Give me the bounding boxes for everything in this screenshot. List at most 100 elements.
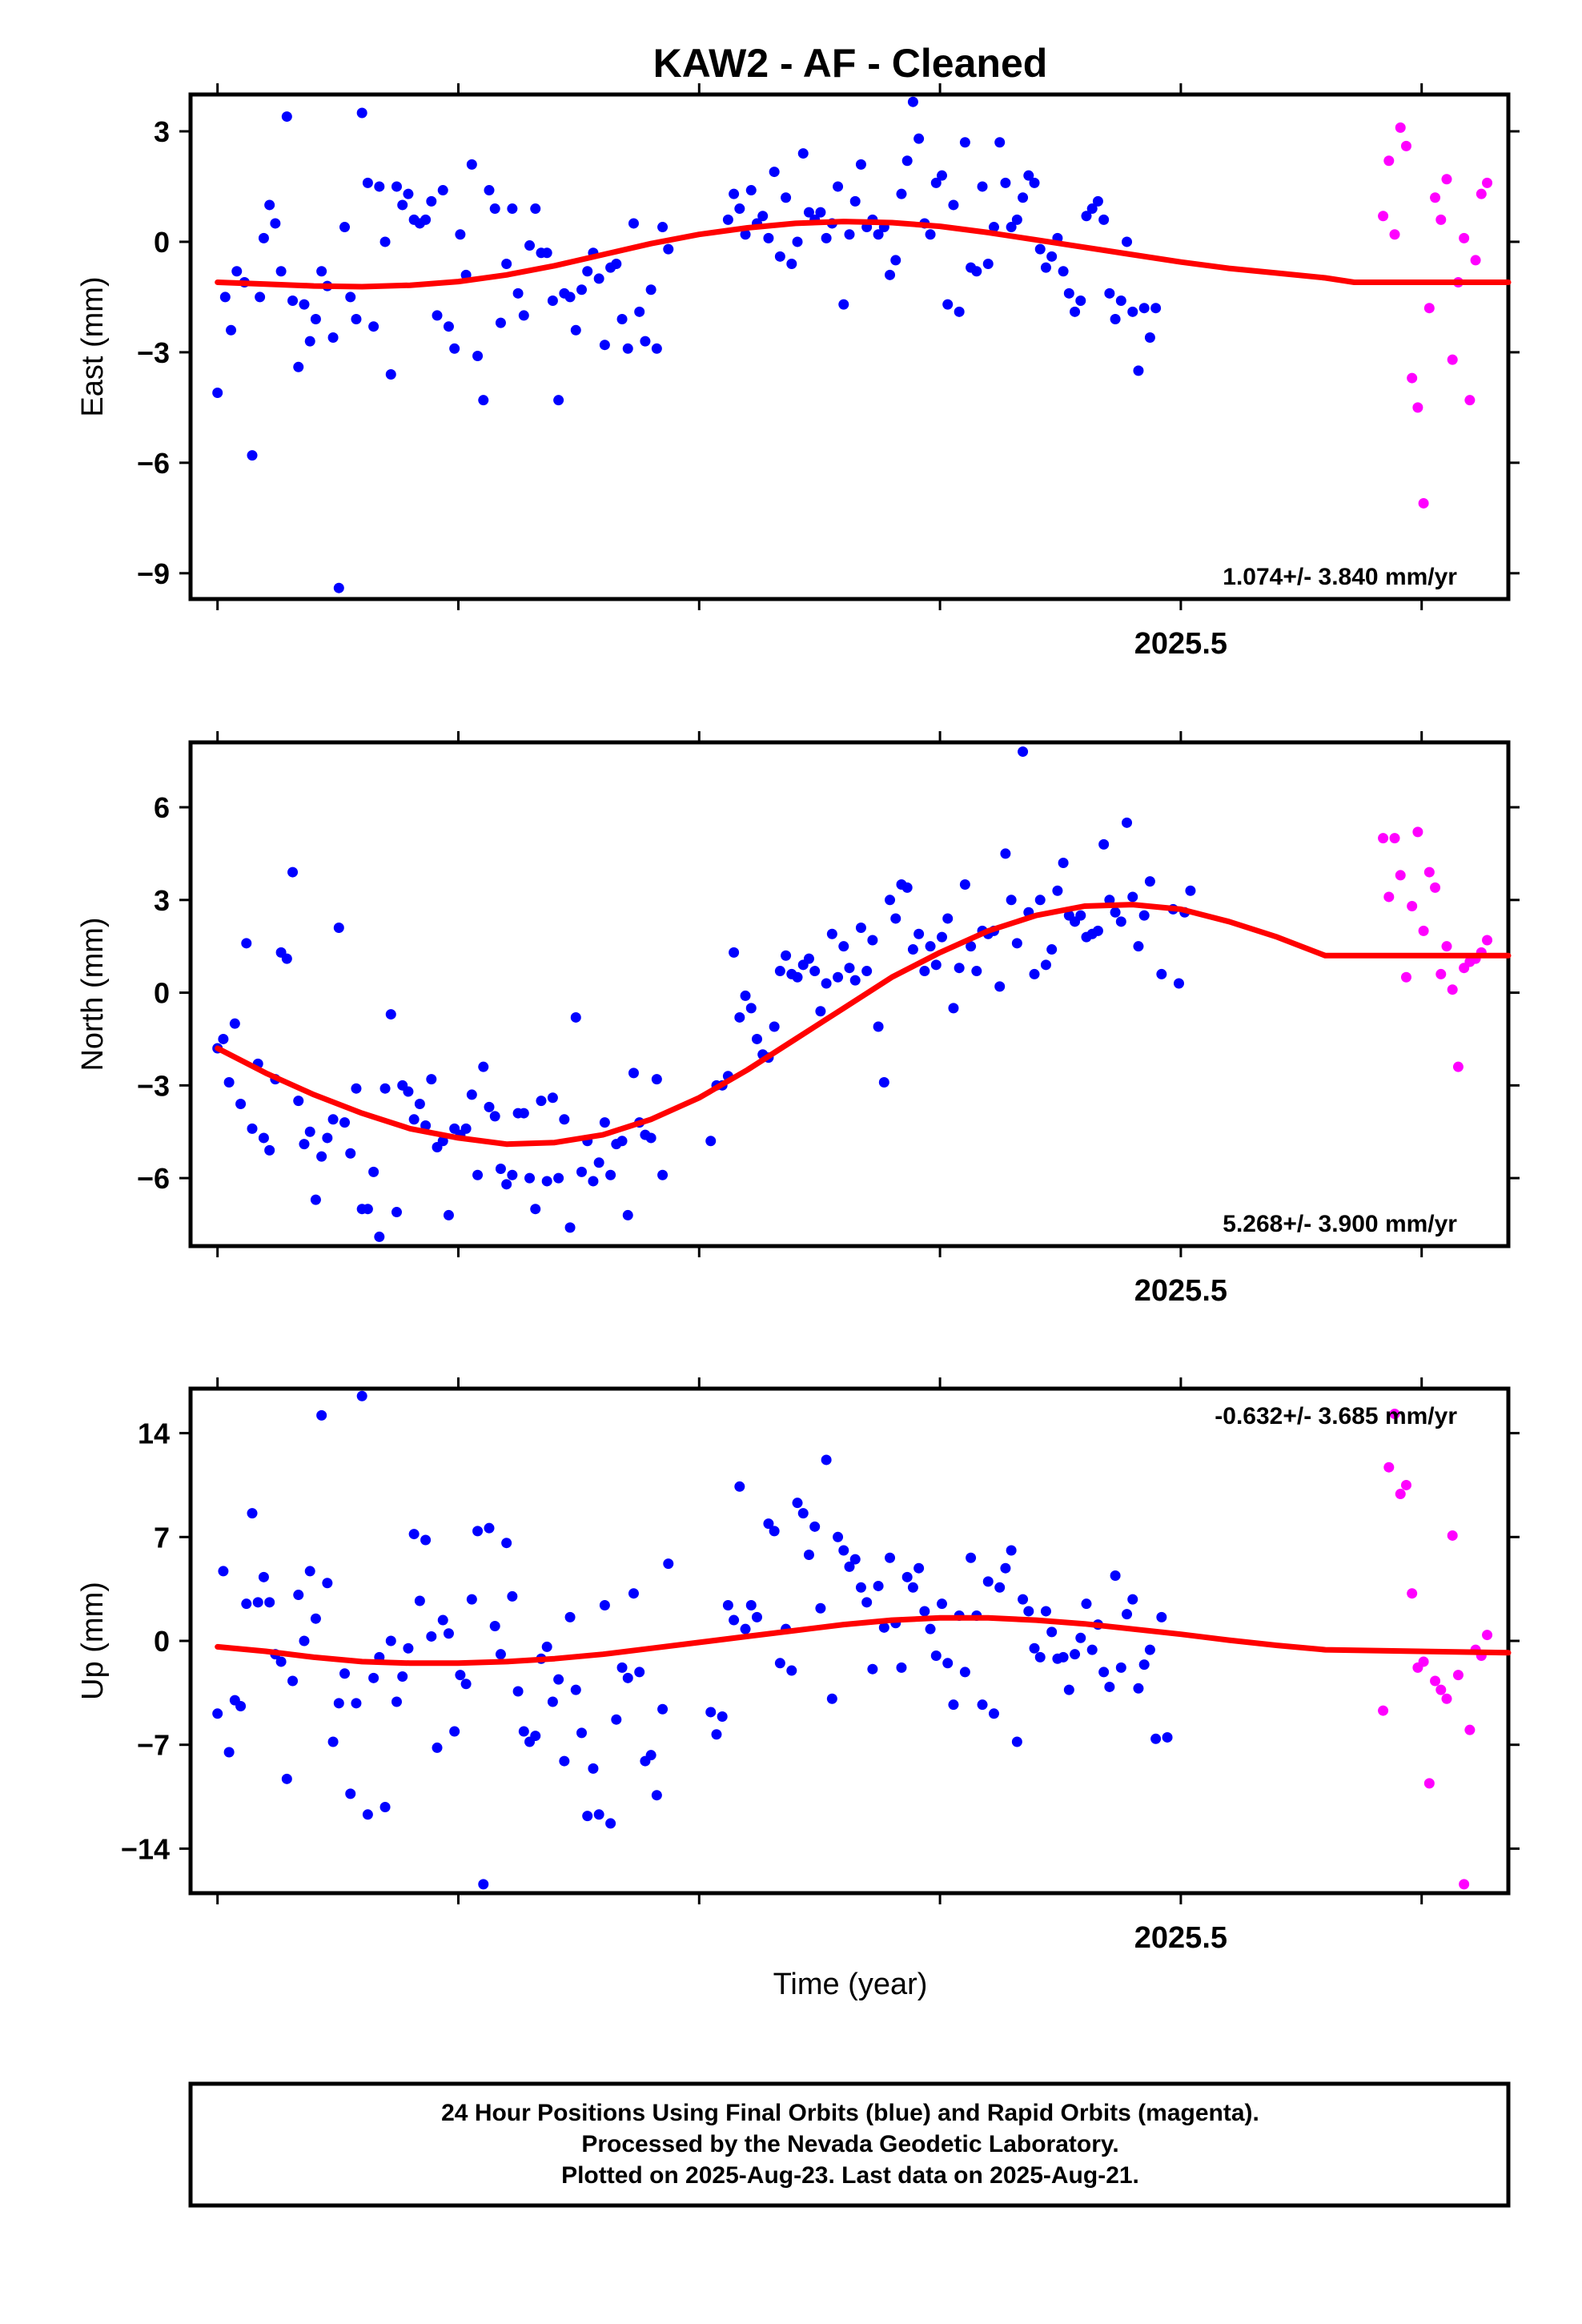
final-orbit-point xyxy=(270,218,281,229)
panel-north: 6 3 0 −3 −6 2025.5 North (mm) 5.268+/- 3.900 mm… xyxy=(76,731,1520,1308)
final-orbit-point xyxy=(896,188,907,199)
final-orbit-point xyxy=(275,266,287,277)
final-orbit-point xyxy=(657,222,669,233)
final-orbit-point xyxy=(223,1747,235,1758)
final-orbit-point xyxy=(403,1086,414,1097)
final-orbit-point xyxy=(826,928,837,939)
y-tick-label: 3 xyxy=(154,884,170,917)
final-orbit-point xyxy=(786,1665,797,1676)
final-orbit-point xyxy=(495,1164,506,1175)
final-orbit-point xyxy=(1138,1659,1150,1671)
rapid-orbit-point xyxy=(1378,211,1389,222)
final-orbit-point xyxy=(1046,1626,1058,1638)
final-orbit-point xyxy=(264,1597,275,1608)
final-orbit-point xyxy=(942,299,954,310)
final-orbit-point xyxy=(582,1811,593,1822)
final-orbit-point xyxy=(252,1597,263,1608)
final-orbit-point xyxy=(930,177,942,188)
final-orbit-point xyxy=(803,1550,814,1561)
rapid-orbit-point xyxy=(1412,402,1423,413)
final-orbit-point xyxy=(559,1755,570,1767)
y-tick-label: −3 xyxy=(137,336,170,369)
trend-fit-line xyxy=(215,219,1512,290)
rapid-orbit-point xyxy=(1441,941,1452,952)
notes-box-border xyxy=(188,2081,1511,2208)
rapid-orbit-point xyxy=(1447,354,1458,365)
final-orbit-point xyxy=(1058,266,1069,277)
final-orbit-point xyxy=(1075,1632,1086,1643)
final-orbit-point xyxy=(1000,177,1011,188)
final-orbit-point xyxy=(327,332,339,344)
final-orbit-point xyxy=(1029,968,1040,979)
final-orbit-point xyxy=(890,255,901,266)
final-orbit-point xyxy=(925,1623,936,1634)
rapid-orbit-point xyxy=(1441,174,1452,185)
final-orbit-point xyxy=(833,181,844,192)
final-orbit-point xyxy=(432,310,443,321)
final-orbit-point xyxy=(611,259,622,270)
y-tick-label: 0 xyxy=(154,977,170,1010)
final-orbit-point xyxy=(616,1136,628,1147)
final-orbit-point xyxy=(821,978,832,989)
final-orbit-point xyxy=(281,953,292,964)
rapid-orbit-point xyxy=(1400,1479,1411,1490)
final-orbit-point xyxy=(1046,251,1058,262)
rapid-orbit-point xyxy=(1378,1705,1389,1716)
final-orbit-point xyxy=(711,1729,722,1740)
y-tick-label: 7 xyxy=(154,1521,170,1554)
rapid-orbit-point xyxy=(1430,1675,1441,1687)
rapid-orbit-point xyxy=(1441,1693,1452,1704)
final-orbit-point xyxy=(1104,287,1115,299)
final-orbit-point xyxy=(293,1096,304,1107)
final-orbit-point xyxy=(873,229,884,240)
rapid-orbit-point xyxy=(1435,214,1447,225)
final-orbit-point xyxy=(1029,177,1040,188)
final-orbit-point xyxy=(368,1672,379,1683)
final-orbit-point xyxy=(368,321,379,332)
final-orbit-point xyxy=(1075,910,1086,921)
final-orbit-point xyxy=(362,177,373,188)
final-orbit-point xyxy=(628,1068,639,1079)
final-orbit-point xyxy=(564,1222,576,1233)
final-orbit-point xyxy=(501,259,512,270)
final-orbit-point xyxy=(994,981,1006,992)
final-orbit-point xyxy=(443,1628,454,1639)
velocity-rate-label: -0.632+/- 3.685 mm/yr xyxy=(1215,1403,1457,1429)
final-orbit-point xyxy=(576,284,588,296)
final-orbit-point xyxy=(1133,365,1144,376)
final-orbit-point xyxy=(403,188,414,199)
final-orbit-point xyxy=(907,1582,918,1593)
rapid-orbit-point xyxy=(1383,891,1395,903)
final-orbit-point xyxy=(1063,1684,1074,1695)
final-orbit-point xyxy=(663,243,674,255)
final-orbit-point xyxy=(564,1611,576,1622)
y-tick-label: −14 xyxy=(121,1832,170,1865)
final-orbit-point xyxy=(599,340,610,351)
final-orbit-point xyxy=(1029,1642,1040,1654)
y-tick-label: −7 xyxy=(137,1729,170,1762)
y-tick-label: −3 xyxy=(137,1069,170,1102)
final-orbit-point xyxy=(740,229,751,240)
rapid-orbit-point xyxy=(1412,826,1423,838)
final-orbit-point xyxy=(729,1614,740,1626)
final-orbit-point xyxy=(1023,1606,1034,1617)
final-orbit-point xyxy=(1040,1606,1051,1617)
final-orbit-point xyxy=(466,159,477,170)
final-orbit-point xyxy=(954,306,965,317)
final-orbit-point xyxy=(849,1554,861,1565)
final-orbit-point xyxy=(414,1098,425,1109)
x-axis-label: Time (year) xyxy=(773,1968,928,2001)
final-orbit-point xyxy=(1000,848,1011,859)
final-orbit-point xyxy=(1000,1562,1011,1574)
final-orbit-point xyxy=(582,266,593,277)
final-orbit-point xyxy=(705,1707,717,1718)
final-orbit-point xyxy=(449,1726,460,1737)
final-orbit-point xyxy=(339,1117,351,1128)
rapid-orbit-point xyxy=(1378,833,1389,844)
rapid-orbit-point xyxy=(1389,833,1400,844)
final-orbit-point xyxy=(316,266,327,277)
final-orbit-point xyxy=(885,895,896,906)
final-orbit-point xyxy=(1115,916,1126,927)
final-orbit-point xyxy=(1122,236,1133,247)
final-orbit-point xyxy=(460,1123,472,1134)
